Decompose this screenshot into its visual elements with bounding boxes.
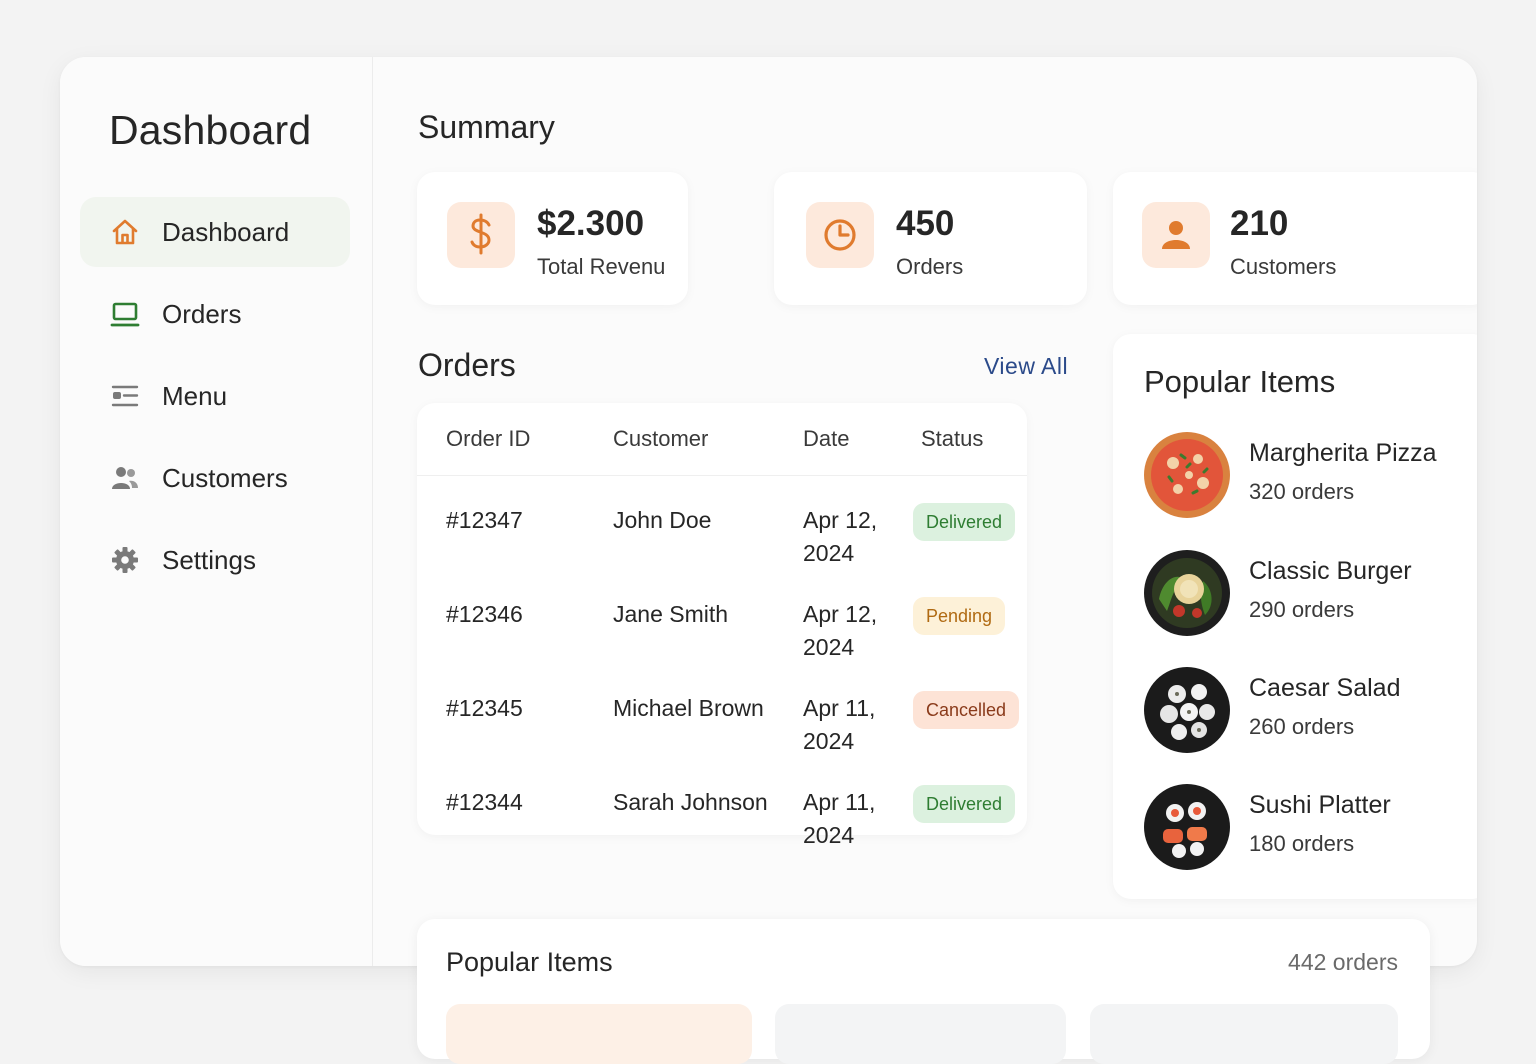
home-icon (110, 217, 140, 247)
main-content: Summary $2.300 Total Revenu 450 Orders 2… (373, 57, 1477, 966)
bottom-popular-card: Popular Items 442 orders (417, 919, 1430, 1064)
sidebar-nav: Dashboard Orders Menu Customers (80, 197, 350, 607)
popular-item[interactable]: Classic Burger 290 orders (1143, 549, 1463, 639)
bottom-card-count: 442 orders (1288, 949, 1398, 975)
sidebar-item-orders[interactable]: Orders (80, 279, 350, 349)
status-badge: Delivered (913, 784, 1016, 823)
table-row[interactable]: #12345 Michael Brown Apr 11, 2024 Cancell… (417, 664, 1027, 758)
popular-items-card: Popular Items Margherita Pizza 320 order… (1113, 334, 1477, 899)
item-name: Caesar Salad (1249, 674, 1401, 702)
orders-table-card: Order ID Customer Date Status #12347 Joh… (417, 403, 1027, 848)
date-line: Apr 12, (803, 506, 878, 533)
item-count: 320 orders (1249, 479, 1355, 504)
menu-list-icon (110, 381, 140, 411)
status-badge: Delivered (913, 502, 1016, 541)
app-window: Dashboard Dashboard Orders Menu (60, 57, 1477, 966)
popular-item[interactable]: Caesar Salad 260 orders (1143, 666, 1463, 756)
table-row[interactable]: #12344 Sarah Johnson Apr 11, 2024 Deliver… (417, 758, 1027, 852)
status-badge: Pending (913, 596, 1006, 635)
stat-card-orders[interactable]: 450 Orders (774, 172, 1087, 305)
mini-tile[interactable] (446, 1004, 752, 1064)
order-date: Apr 12, 2024 (803, 570, 913, 664)
stat-label: Orders (896, 254, 964, 279)
sidebar-item-label: Customers (162, 462, 288, 493)
sidebar-item-label: Menu (162, 380, 228, 411)
table-row[interactable]: #12346 Jane Smith Apr 12, 2024 Pending (417, 570, 1027, 664)
orders-title: Orders (418, 347, 516, 383)
customer-name: Jane Smith (613, 600, 729, 627)
sidebar-item-label: Settings (162, 544, 256, 575)
sidebar-title: Dashboard (109, 107, 312, 153)
mini-tile[interactable] (775, 1004, 1066, 1064)
customer-name: John Doe (613, 506, 712, 533)
order-id: #12347 (446, 506, 523, 533)
order-id: #12346 (446, 600, 523, 627)
item-name: Classic Burger (1249, 557, 1412, 585)
order-date: Apr 11, 2024 (803, 758, 913, 852)
stat-value: 210 (1230, 204, 1289, 243)
laptop-icon (110, 299, 140, 329)
status-cell: Delivered (913, 758, 1027, 852)
date-line: 2024 (803, 633, 855, 660)
table-header-row: Order ID Customer Date Status (417, 403, 1027, 476)
popular-item[interactable]: Sushi Platter 180 orders (1143, 783, 1463, 873)
stat-card-revenue[interactable]: $2.300 Total Revenu (417, 172, 688, 305)
salad-image (1144, 667, 1230, 753)
date-line: Apr 11, (803, 694, 876, 721)
column-header[interactable]: Customer (613, 403, 803, 476)
sidebar-item-label: Dashboard (162, 216, 290, 247)
customer-name: Sarah Johnson (613, 788, 768, 815)
item-count: 180 orders (1249, 831, 1355, 856)
sushi-image (1144, 784, 1230, 870)
item-name: Margherita Pizza (1249, 439, 1437, 467)
clock-icon (806, 202, 874, 268)
sidebar-item-label: Orders (162, 298, 242, 329)
stat-value: $2.300 (537, 204, 645, 243)
sidebar-item-settings[interactable]: Settings (80, 525, 350, 595)
order-id: #12344 (446, 788, 523, 815)
table-row[interactable]: #12347 John Doe Apr 12, 2024 Delivered (417, 475, 1027, 570)
status-cell: Pending (913, 570, 1027, 664)
date-line: Apr 11, (803, 788, 876, 815)
date-line: 2024 (803, 821, 855, 848)
item-count: 290 orders (1249, 597, 1355, 622)
stat-card-customers[interactable]: 210 Customers (1113, 172, 1477, 305)
user-icon (1142, 202, 1210, 268)
order-id: #12345 (446, 694, 523, 721)
sidebar-item-menu[interactable]: Menu (80, 361, 350, 431)
date-line: Apr 12, (803, 600, 878, 627)
status-cell: Cancelled (913, 664, 1027, 758)
bottom-card-title: Popular Items (446, 947, 613, 977)
dollar-icon (447, 202, 515, 268)
stat-value: 450 (896, 204, 955, 243)
date-line: 2024 (803, 727, 855, 754)
date-line: 2024 (803, 539, 855, 566)
users-icon (110, 463, 140, 493)
item-name: Sushi Platter (1249, 791, 1391, 819)
order-date: Apr 12, 2024 (803, 475, 913, 570)
popular-items-title: Popular Items (1144, 364, 1336, 399)
orders-table: Order ID Customer Date Status #12347 Joh… (417, 403, 1027, 852)
popular-item[interactable]: Margherita Pizza 320 orders (1143, 431, 1463, 521)
stat-label: Customers (1230, 254, 1337, 279)
status-cell: Delivered (913, 475, 1027, 570)
sidebar-item-dashboard[interactable]: Dashboard (80, 197, 350, 267)
sidebar-item-customers[interactable]: Customers (80, 443, 350, 513)
sidebar: Dashboard Dashboard Orders Menu (60, 57, 373, 966)
customer-name: Michael Brown (613, 694, 764, 721)
order-date: Apr 11, 2024 (803, 664, 913, 758)
status-badge: Cancelled (913, 690, 1020, 729)
view-all-link[interactable]: View All (984, 353, 1069, 379)
column-header[interactable]: Status (913, 403, 1027, 476)
column-header[interactable]: Order ID (417, 403, 613, 476)
column-header[interactable]: Date (803, 403, 913, 476)
summary-title: Summary (418, 109, 555, 145)
item-count: 260 orders (1249, 714, 1355, 739)
pizza-image (1144, 432, 1230, 518)
burger-image (1144, 550, 1230, 636)
stat-label: Total Revenu (537, 254, 666, 279)
mini-tile[interactable] (1090, 1004, 1398, 1064)
gear-icon (110, 545, 140, 575)
